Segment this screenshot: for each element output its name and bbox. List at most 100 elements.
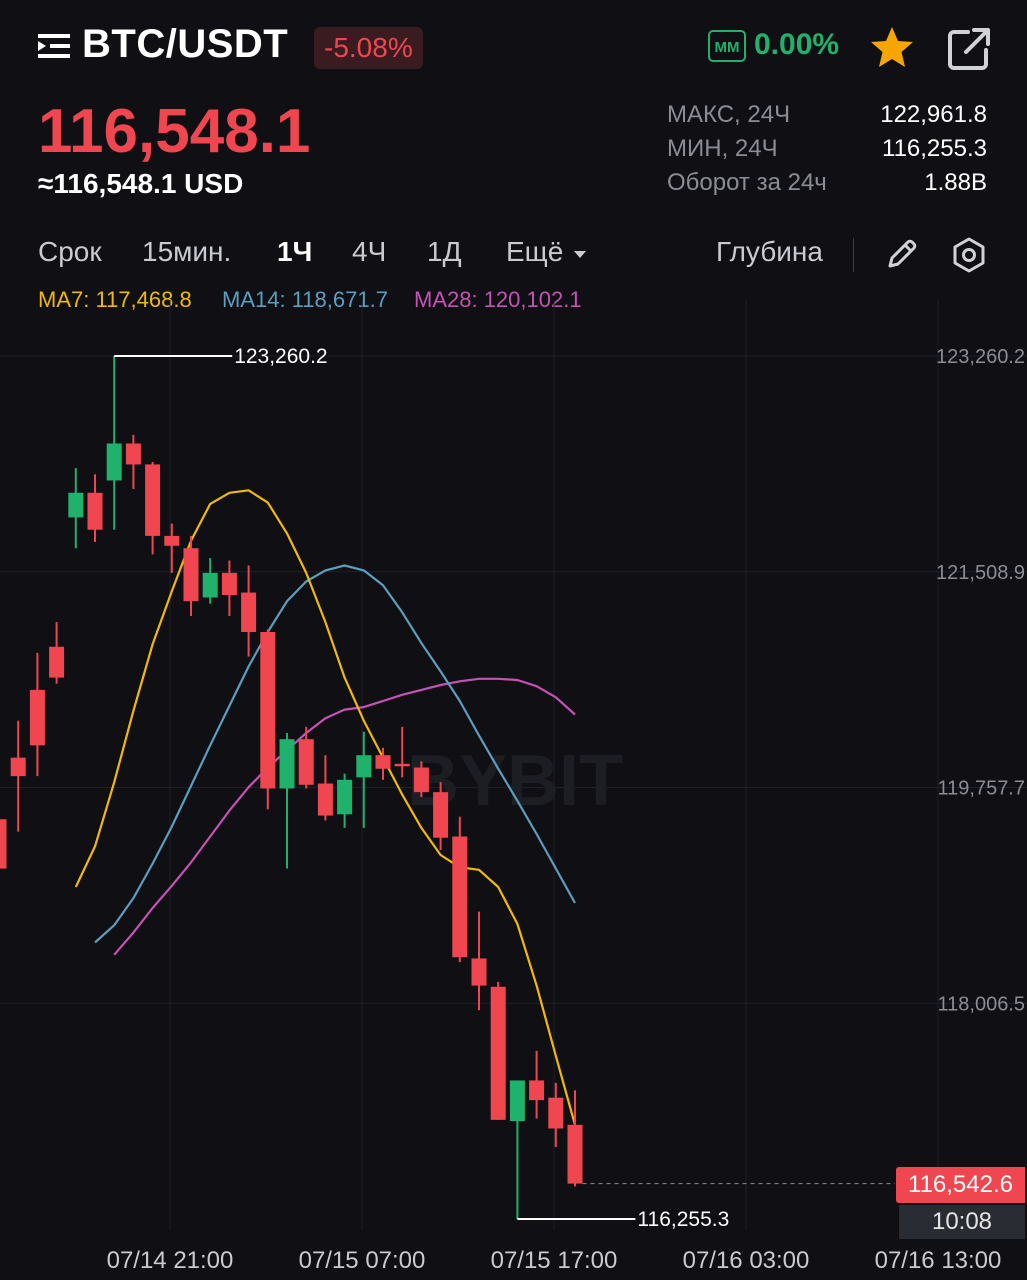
candle-body	[471, 958, 487, 986]
candle	[164, 523, 180, 573]
price-markers: 123,260.2 116,255.3	[114, 345, 895, 1231]
candle-body	[221, 572, 237, 596]
mm-badge[interactable]: MM	[708, 30, 746, 62]
candle	[106, 356, 122, 530]
candle	[375, 747, 391, 780]
tab-1d[interactable]: 1Д	[427, 236, 462, 267]
candle-body	[317, 783, 333, 816]
time-tick-label: 07/15 07:00	[299, 1247, 426, 1274]
time-tick-label: 07/16 13:00	[875, 1247, 1002, 1274]
candle-body	[567, 1124, 583, 1184]
price-axis: 123,260.2 121,508.9 119,757.7 118,006.5	[936, 346, 1025, 1015]
candle	[413, 761, 429, 798]
ma28-line	[113, 677, 576, 956]
low-marker-label: 116,255.3	[637, 1208, 729, 1231]
tab-15m[interactable]: 15мин.	[142, 236, 232, 267]
candle	[49, 622, 65, 684]
candle-body	[183, 548, 199, 602]
candle-body	[49, 646, 65, 678]
menu-list-icon[interactable]	[38, 32, 72, 60]
candle-body	[202, 572, 218, 598]
candle-body	[0, 819, 7, 869]
candle-body	[529, 1080, 545, 1101]
candle-body	[241, 592, 257, 632]
price-change-badge: -5.08%	[314, 27, 423, 69]
candle-body	[260, 631, 276, 789]
candle-countdown: 10:08	[899, 1205, 1025, 1239]
favorite-star-icon[interactable]	[868, 24, 916, 72]
candle-body	[452, 836, 468, 958]
time-axis: 07/14 21:00 07/15 07:00 07/15 17:00 07/16 0…	[107, 1247, 1002, 1274]
tab-1h[interactable]: 1Ч	[277, 236, 313, 267]
candle-body	[394, 763, 410, 767]
candle	[394, 726, 410, 778]
candle	[298, 726, 314, 789]
candle	[87, 474, 103, 543]
time-tick-label: 07/14 21:00	[107, 1247, 234, 1274]
candles	[0, 356, 583, 1219]
current-price-badge: 116,542.6	[896, 1167, 1025, 1203]
pen-draw-icon[interactable]	[884, 236, 920, 272]
price-tick-label: 118,006.5	[938, 993, 1026, 1015]
tab-4h[interactable]: 4Ч	[352, 236, 387, 267]
candle	[260, 629, 276, 810]
candle	[548, 1082, 564, 1147]
ma14-line	[94, 564, 576, 944]
ma14-legend: MA14: 118,671.7	[222, 287, 388, 312]
chevron-down-icon	[574, 250, 587, 258]
candle-body	[164, 535, 180, 546]
candle-body	[413, 767, 429, 793]
candle-body	[433, 792, 449, 838]
trading-pair-title[interactable]: BTC/USDT	[82, 22, 289, 66]
candle	[68, 468, 84, 549]
last-price: 116,548.1	[38, 97, 311, 166]
share-icon[interactable]	[946, 26, 992, 72]
candle	[202, 558, 218, 604]
stat-value-volume: 1.88B	[924, 169, 987, 196]
candle-body	[145, 464, 161, 536]
timeframe-label: Срок	[38, 236, 102, 267]
candle	[0, 819, 7, 869]
candle-body	[337, 779, 353, 815]
candle-body	[298, 739, 314, 785]
price-tick-label: 119,757.7	[938, 778, 1026, 800]
stat-value-high: 122,961.8	[880, 101, 987, 128]
tab-more[interactable]: Ещё	[506, 236, 587, 268]
toolbar-divider	[853, 238, 854, 272]
candle-body	[509, 1080, 525, 1122]
candle-body	[106, 443, 122, 481]
mm-value: 0.00%	[754, 28, 840, 61]
candle-body	[356, 755, 372, 778]
candle	[241, 565, 257, 657]
stat-value-low: 116,255.3	[882, 135, 987, 162]
stat-label-high: МАКС, 24Ч	[667, 101, 791, 128]
candle	[452, 816, 468, 963]
candle-body	[125, 443, 141, 465]
candle-body	[10, 757, 26, 777]
ma7-legend: MA7: 117,468.8	[38, 287, 192, 312]
price-tick-label: 121,508.9	[936, 562, 1025, 584]
ma-lines	[74, 489, 577, 1126]
candle	[356, 731, 372, 828]
depth-tab[interactable]: Глубина	[716, 236, 823, 267]
candle	[10, 720, 26, 832]
candle-body	[87, 492, 103, 530]
candle	[183, 535, 199, 616]
candle	[567, 1090, 583, 1187]
candle	[529, 1050, 545, 1119]
stat-label-volume: Оборот за 24ч	[667, 169, 827, 196]
tab-more-label: Ещё	[506, 236, 564, 267]
candle	[145, 461, 161, 555]
candle	[490, 981, 506, 1120]
gear-settings-icon[interactable]	[950, 236, 988, 274]
candle-body	[548, 1097, 564, 1129]
candle	[221, 560, 237, 616]
time-tick-label: 07/15 17:00	[491, 1247, 618, 1274]
price-tick-label: 123,260.2	[936, 346, 1025, 368]
candle-body	[279, 739, 295, 789]
candle-body	[375, 755, 391, 769]
candle	[433, 782, 449, 851]
chart-grid	[0, 300, 1027, 1230]
candle	[125, 434, 141, 490]
